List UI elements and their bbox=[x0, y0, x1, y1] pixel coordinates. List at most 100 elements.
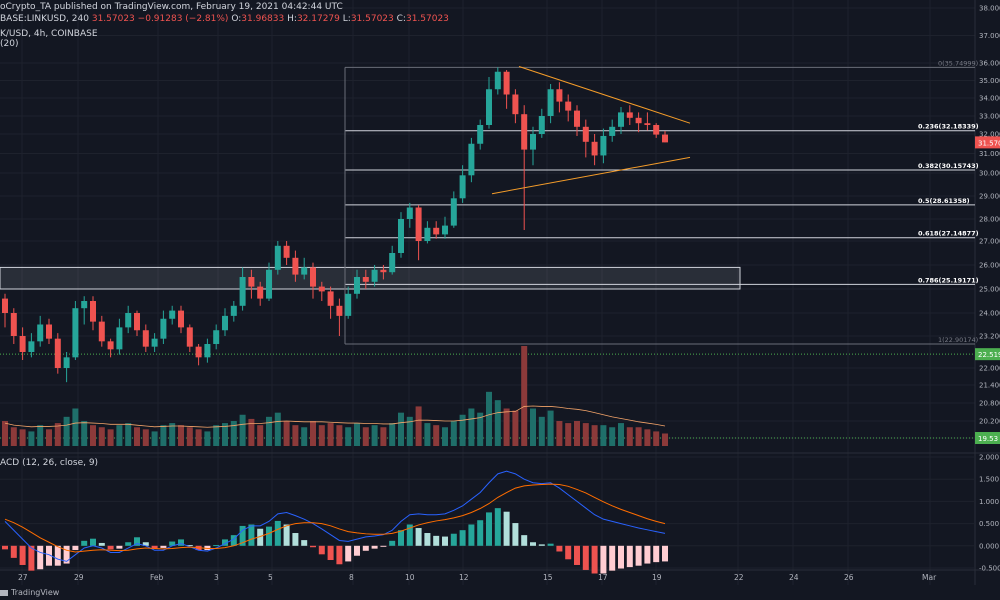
volume-bar bbox=[380, 427, 387, 446]
macd-histogram-bar bbox=[46, 545, 52, 566]
macd-histogram-bar bbox=[354, 545, 360, 556]
close-label: C: bbox=[396, 14, 406, 24]
volume-bar bbox=[2, 421, 8, 446]
candle-body bbox=[591, 141, 598, 156]
time-tick-label: 12 bbox=[459, 573, 469, 582]
macd-histogram-bar bbox=[530, 542, 536, 546]
volume-bar bbox=[609, 427, 616, 446]
green-level-label: 22.519 bbox=[978, 351, 1000, 359]
candle-body bbox=[10, 313, 17, 336]
candle-body bbox=[442, 225, 448, 235]
fib-level-label: 0.382(30.15743) bbox=[918, 162, 979, 170]
volume-bar bbox=[10, 427, 17, 446]
volume-bar bbox=[521, 346, 528, 446]
candle-body bbox=[565, 101, 572, 111]
volume-bar bbox=[591, 425, 598, 446]
volume-bar bbox=[494, 400, 501, 446]
macd-histogram-bar bbox=[600, 545, 607, 574]
candle-body bbox=[98, 321, 105, 342]
macd-histogram-bar bbox=[301, 540, 308, 546]
footer-bar: TradingView bbox=[0, 585, 1000, 600]
candle-body bbox=[468, 143, 475, 176]
candle-body bbox=[301, 267, 308, 275]
candle-body bbox=[398, 219, 404, 253]
fib-level-label: 0.5(28.61358) bbox=[918, 197, 970, 205]
volume-bar bbox=[257, 425, 264, 446]
candle-body bbox=[169, 310, 176, 319]
macd-histogram-bar bbox=[380, 545, 387, 547]
macd-histogram-bar bbox=[547, 543, 554, 546]
candle-body bbox=[547, 89, 554, 116]
macd-histogram-bar bbox=[90, 538, 96, 546]
macd-histogram-bar bbox=[477, 520, 484, 546]
volume-level-tag bbox=[975, 432, 1000, 444]
candle-body bbox=[327, 291, 334, 306]
macd-histogram-bar bbox=[107, 545, 114, 550]
candle-body bbox=[494, 71, 501, 90]
volume-bar bbox=[574, 421, 580, 446]
volume-bar bbox=[415, 406, 422, 446]
macd-histogram-bar bbox=[266, 526, 272, 546]
macd-histogram-bar bbox=[362, 545, 369, 551]
fib-level-label: 0(35.74999) bbox=[938, 59, 978, 67]
volume-bar bbox=[160, 425, 167, 446]
candle-body bbox=[222, 315, 228, 331]
candle-body bbox=[618, 112, 624, 127]
candle-body bbox=[248, 277, 255, 287]
price-tick-label: 28.000 bbox=[979, 216, 1000, 224]
macd-histogram-bar bbox=[72, 545, 79, 551]
high-value: 32.17279 bbox=[296, 14, 340, 24]
volume-bar bbox=[142, 429, 149, 446]
green-level-tag bbox=[975, 348, 1000, 361]
candle-body bbox=[380, 269, 387, 273]
macd-tick-label: -0.500 bbox=[979, 565, 1000, 573]
macd-histogram-bar bbox=[512, 523, 519, 546]
candle-body bbox=[125, 313, 132, 328]
volume-bar bbox=[398, 412, 404, 446]
macd-histogram-bar bbox=[415, 528, 422, 546]
time-tick-label: 10 bbox=[405, 573, 415, 582]
macd-histogram-bar bbox=[626, 545, 633, 568]
macd-histogram-bar bbox=[538, 544, 545, 546]
price-tick-label: 25.000 bbox=[979, 286, 1000, 294]
candle-body bbox=[635, 117, 642, 124]
macd-histogram-bar bbox=[398, 530, 404, 546]
current-price-tag bbox=[975, 136, 1000, 149]
macd-histogram-bar bbox=[635, 545, 642, 566]
candle-body bbox=[371, 269, 378, 282]
volume-bar bbox=[336, 425, 343, 446]
candle-body bbox=[530, 134, 536, 150]
macd-histogram-bar bbox=[37, 545, 44, 570]
volume-bar bbox=[310, 421, 316, 446]
time-tick-label: 29 bbox=[74, 573, 84, 582]
macd-histogram-bar bbox=[292, 533, 299, 546]
volume-bar bbox=[72, 408, 79, 446]
macd-line bbox=[4, 470, 666, 562]
time-tick-label: 8 bbox=[349, 573, 354, 582]
macd-histogram-bar bbox=[371, 545, 378, 549]
macd-histogram-bar bbox=[450, 533, 457, 546]
candle-body bbox=[556, 89, 563, 102]
volume-bar bbox=[600, 425, 607, 446]
volume-bar bbox=[450, 421, 457, 446]
time-tick-label: 26 bbox=[844, 573, 854, 582]
candle-body bbox=[310, 267, 316, 287]
macd-histogram-bar bbox=[274, 520, 281, 546]
volume-bar bbox=[618, 423, 624, 446]
candle-body bbox=[195, 346, 202, 358]
candle-body bbox=[239, 277, 246, 306]
candle-body bbox=[142, 330, 149, 347]
price-tick-label: 33.000 bbox=[979, 113, 1000, 121]
candle-body bbox=[283, 245, 290, 258]
candle-body bbox=[336, 305, 343, 316]
macd-histogram-bar bbox=[406, 524, 413, 546]
macd-histogram-bar bbox=[142, 542, 149, 546]
candle-body bbox=[54, 338, 61, 368]
low-label: L: bbox=[342, 14, 351, 24]
macd-histogram-bar bbox=[2, 545, 8, 550]
volume-bar bbox=[389, 423, 396, 446]
candle-body bbox=[90, 301, 96, 322]
macd-histogram-bar bbox=[345, 545, 352, 562]
candle-body bbox=[450, 198, 457, 226]
